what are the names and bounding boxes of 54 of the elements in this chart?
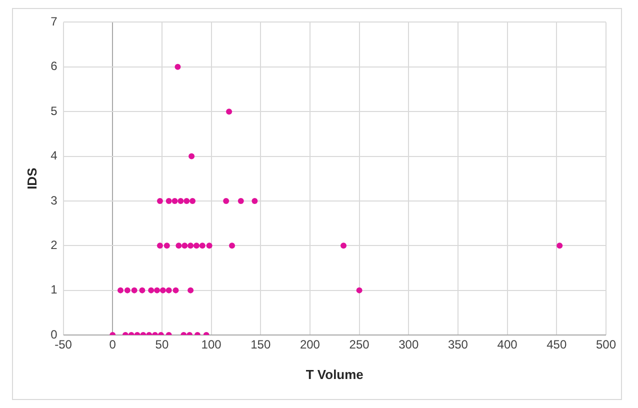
point <box>148 287 154 294</box>
y-tick-label: 6 <box>50 59 58 74</box>
x-tick-label: 450 <box>546 338 567 352</box>
x-tick-label: 350 <box>448 338 468 352</box>
point <box>184 198 190 204</box>
point <box>188 153 195 160</box>
point <box>356 287 362 294</box>
point <box>174 64 181 70</box>
point <box>124 287 130 294</box>
x-tick-label: 100 <box>201 338 222 352</box>
x-tick-label: 50 <box>155 338 169 352</box>
point <box>172 287 179 294</box>
x-tick-label: 0 <box>109 338 116 352</box>
x-tick-label: 200 <box>300 338 320 352</box>
point <box>182 242 188 249</box>
point <box>252 198 258 204</box>
point <box>172 198 178 204</box>
point <box>166 287 172 294</box>
x-tick-label: 400 <box>497 338 518 352</box>
x-axis-title: T Volume <box>306 366 364 382</box>
x-tick-label: 300 <box>398 338 419 352</box>
y-tick-label: 1 <box>50 282 58 297</box>
y-tick-label: 2 <box>50 238 58 252</box>
point <box>139 287 146 294</box>
point <box>156 242 163 249</box>
point <box>154 287 160 294</box>
y-tick-label: 3 <box>50 193 58 208</box>
point <box>340 242 347 249</box>
y-tick-label: 4 <box>50 148 58 163</box>
point <box>164 242 170 249</box>
point <box>131 287 138 294</box>
point <box>206 242 212 249</box>
point <box>199 242 206 249</box>
y-tick-label: 7 <box>50 14 58 29</box>
point <box>193 242 200 249</box>
point <box>156 198 163 204</box>
point <box>556 242 563 249</box>
y-axis-title: IDS <box>24 167 40 190</box>
y-tick-label: 5 <box>50 104 58 118</box>
point <box>188 242 194 249</box>
point <box>223 198 230 204</box>
point <box>118 287 124 294</box>
point <box>166 198 172 204</box>
point <box>238 198 244 204</box>
point <box>178 198 184 204</box>
point <box>188 287 194 294</box>
x-tick-label: 250 <box>349 338 370 352</box>
point <box>160 287 166 294</box>
point <box>190 198 196 204</box>
point <box>229 242 236 249</box>
point <box>176 242 182 249</box>
x-tick-label: 500 <box>596 338 616 352</box>
point <box>226 108 232 115</box>
x-tick-label: 150 <box>250 338 271 352</box>
